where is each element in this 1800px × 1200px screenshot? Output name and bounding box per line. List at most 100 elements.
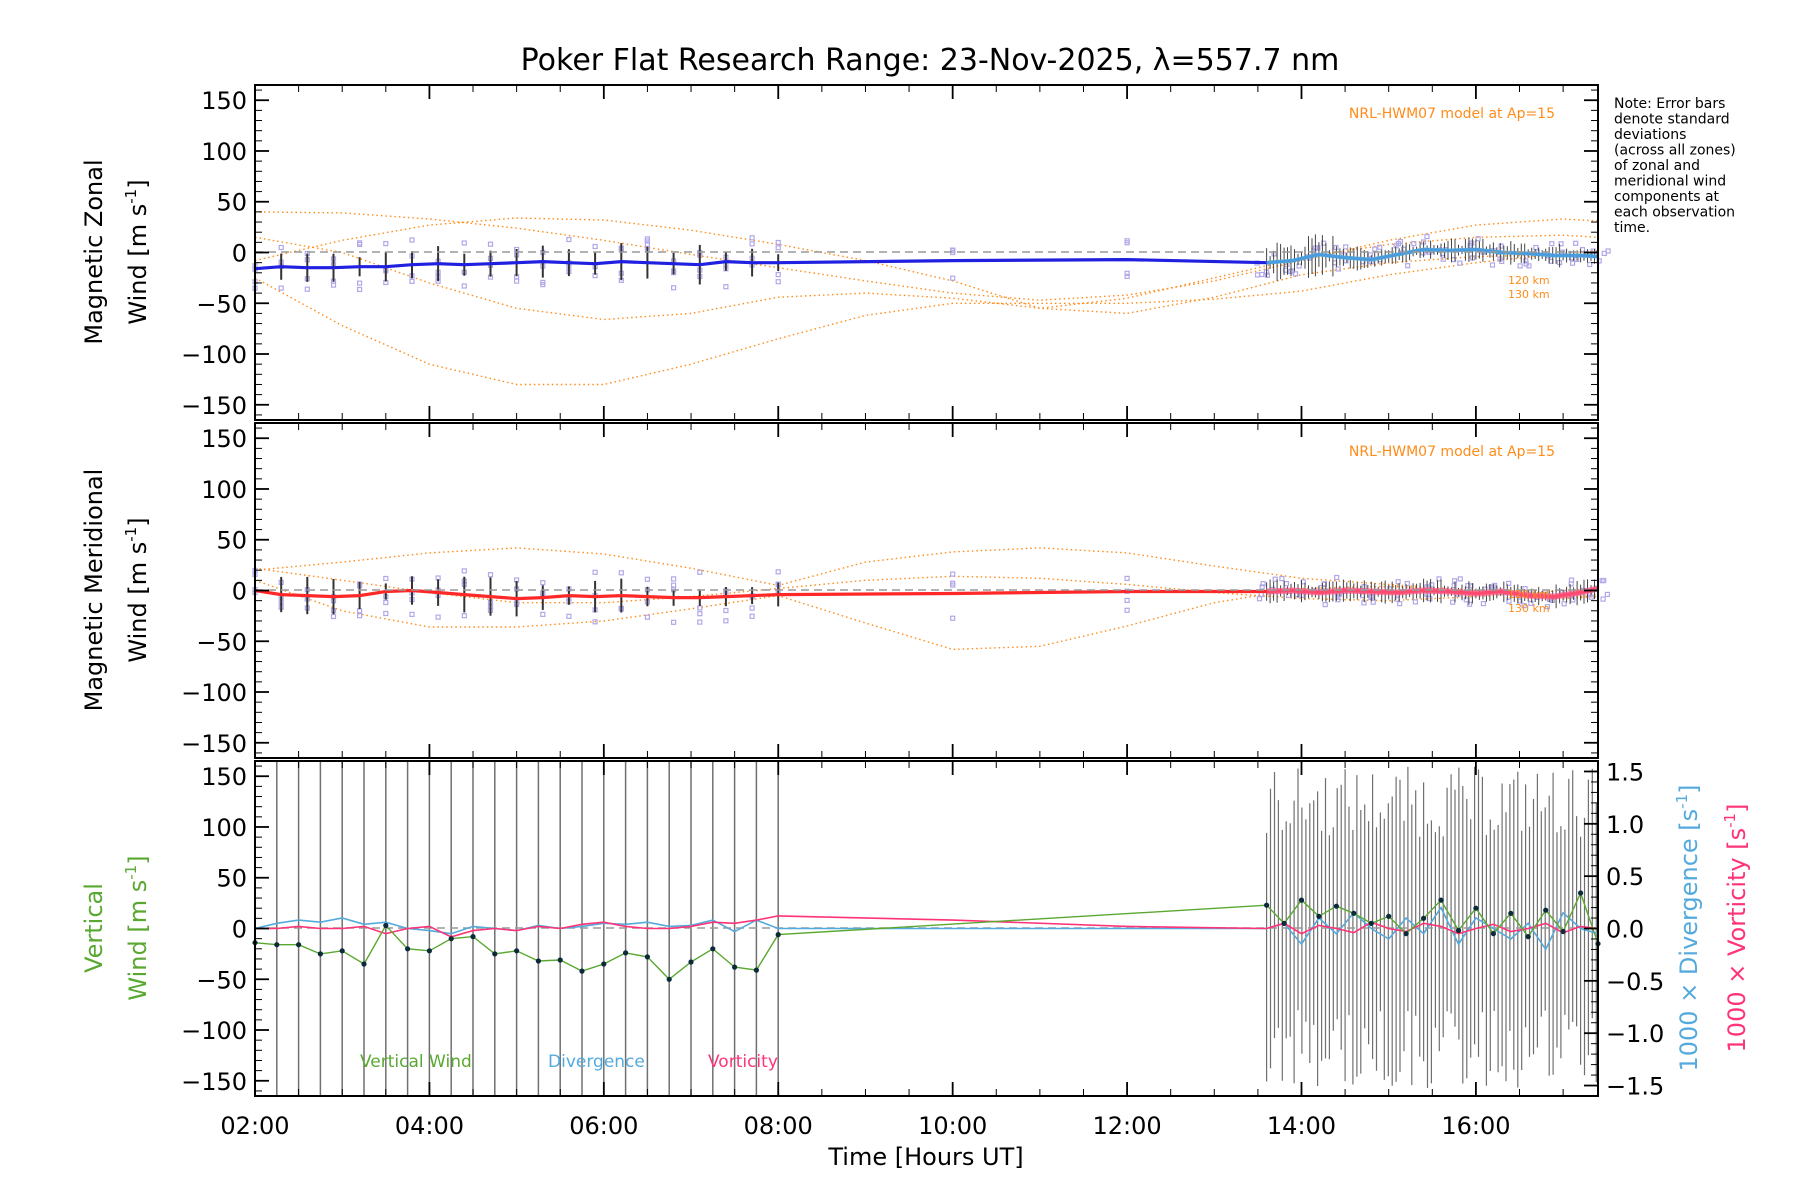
meridional-scatter-point (670, 576, 677, 582)
vertical-wind-point (1368, 920, 1374, 927)
zonal-scatter-point (1343, 244, 1349, 250)
zonal-scatter-point (1533, 244, 1539, 251)
vertical-wind-point (1351, 910, 1357, 916)
zonal-scatter-point (1569, 260, 1576, 266)
zonal-scatter-point (644, 241, 651, 247)
zonal-scatter-point (1124, 273, 1130, 279)
meridional-scatter-point (540, 579, 546, 586)
note-line: denote standard (1614, 112, 1730, 128)
vertical-wind-point (339, 948, 345, 954)
meridional-scatter-point (1480, 600, 1487, 607)
vertical-wind-point (1490, 931, 1496, 937)
vertical-wind-point (1508, 910, 1514, 916)
vertical-y-tick-label: 50 (216, 865, 247, 893)
meridional-scatter-point (383, 599, 389, 606)
zonal-scatter-point (278, 244, 284, 251)
zonal-scatter-point (304, 286, 310, 292)
meridional-scatter-point (1124, 607, 1130, 613)
meridional-y-tick-label: 150 (201, 425, 247, 453)
zonal-ylabel-line2: Wind [m s-1] (122, 179, 152, 324)
meridional-scatter-point (1322, 601, 1328, 608)
note-line: deviations (1614, 127, 1686, 143)
note-line: components at (1614, 189, 1720, 205)
meridional-scatter-point (1450, 599, 1456, 605)
vertical-ylabel-line1: Vertical (80, 883, 108, 973)
vertical-wind-point (492, 951, 498, 957)
meridional-scatter-point (1588, 594, 1594, 600)
right-y-tick-label: 0.0 (1606, 916, 1644, 944)
zonal-y-tick-label: 0 (232, 240, 247, 268)
zonal-scatter-point (1367, 252, 1374, 258)
zonal-model-line-4 (254, 217, 1599, 315)
zonal-y-tick-label: −100 (181, 341, 247, 369)
zonal-scatter-point (592, 243, 598, 250)
meridional-height-label-120: 120 km (1508, 588, 1550, 601)
meridional-scatter-point (697, 611, 703, 617)
vertical-wind-point (361, 961, 367, 967)
zonal-scatter-point (670, 285, 677, 291)
zonal-scatter-point (1605, 248, 1611, 254)
meridional-scatter-point (749, 605, 755, 611)
meridional-scatter-point (644, 576, 651, 582)
zonal-scatter-point (1424, 233, 1430, 240)
right-y-tick-label: 0.5 (1606, 863, 1644, 891)
zonal-scatter-point (1377, 244, 1383, 250)
zonal-model-line-2 (254, 249, 1599, 386)
zonal-scatter-point (1523, 258, 1529, 264)
zonal-scatter-point (1254, 272, 1261, 278)
zonal-scatter-point (1335, 266, 1341, 272)
meridional-scatter-point (1427, 595, 1433, 602)
zonal-scatter-point (487, 241, 494, 247)
zonal-y-tick-label: 150 (201, 87, 247, 115)
zonal-scatter-point (357, 280, 363, 286)
meridional-scatter-point (461, 568, 467, 574)
vorticity-line (255, 915, 1599, 938)
vertical-wind-point (666, 976, 672, 982)
note-line: Note: Error bars (1614, 96, 1725, 112)
meridional-scatter-point (1521, 602, 1527, 609)
meridional-y-tick-label: −100 (181, 679, 247, 707)
legend-vorticity: Vorticity (708, 1052, 778, 1072)
meridional-scatter-point (1272, 576, 1278, 582)
x-tick-label: 16:00 (1441, 1112, 1510, 1140)
zonal-scatter-point (644, 238, 651, 244)
zonal-scatter-point (1372, 246, 1378, 252)
vertical-wind-point (1333, 903, 1339, 909)
vertical-ylabel-line2: Wind [m s-1] (122, 855, 152, 1000)
zonal-scatter-point (278, 285, 284, 291)
meridional-scatter-point (1457, 576, 1463, 582)
vertical-wind-point (1403, 931, 1409, 937)
zonal-scatter-point (1526, 263, 1532, 269)
zonal-scatter-point (383, 241, 389, 247)
vertical-wind-point (1421, 915, 1427, 921)
meridional-y-tick-label: −50 (196, 628, 247, 656)
zonal-scatter-point (1397, 239, 1404, 245)
meridional-scatter-point (566, 613, 572, 619)
meridional-ylabel-line2: Wind [m s-1] (122, 517, 152, 662)
meridional-scatter-point (1544, 604, 1551, 610)
zonal-ylabel-line1: Magnetic Zonal (80, 159, 108, 344)
zonal-scatter-point (513, 278, 520, 284)
vertical-wind-point (1298, 897, 1305, 903)
zonal-scatter-point (723, 284, 729, 290)
meridional-scatter-point (1528, 600, 1534, 607)
meridional-scatter-point (435, 614, 441, 620)
meridional-y-tick-label: −150 (181, 730, 247, 758)
zonal-scatter-point (566, 236, 572, 243)
right-y-tick-label: −0.5 (1606, 968, 1664, 996)
meridional-scatter-point (409, 611, 415, 618)
vertical-wind-point (296, 942, 302, 948)
vertical-wind-point (426, 948, 432, 954)
meridional-y-tick-label: 100 (201, 476, 247, 504)
meridional-scatter-point (540, 611, 546, 618)
meridional-scatter-point (461, 613, 467, 619)
meridional-scatter-point (1124, 597, 1130, 604)
zonal-scatter-point (1411, 241, 1417, 247)
meridional-scatter-point (1436, 576, 1442, 582)
zonal-scatter-point (1475, 236, 1481, 242)
vertical-wind-point (732, 964, 738, 970)
meridional-scatter-point (383, 610, 389, 617)
zonal-scatter-point (950, 275, 956, 281)
note-line: of zonal and (1614, 158, 1700, 174)
